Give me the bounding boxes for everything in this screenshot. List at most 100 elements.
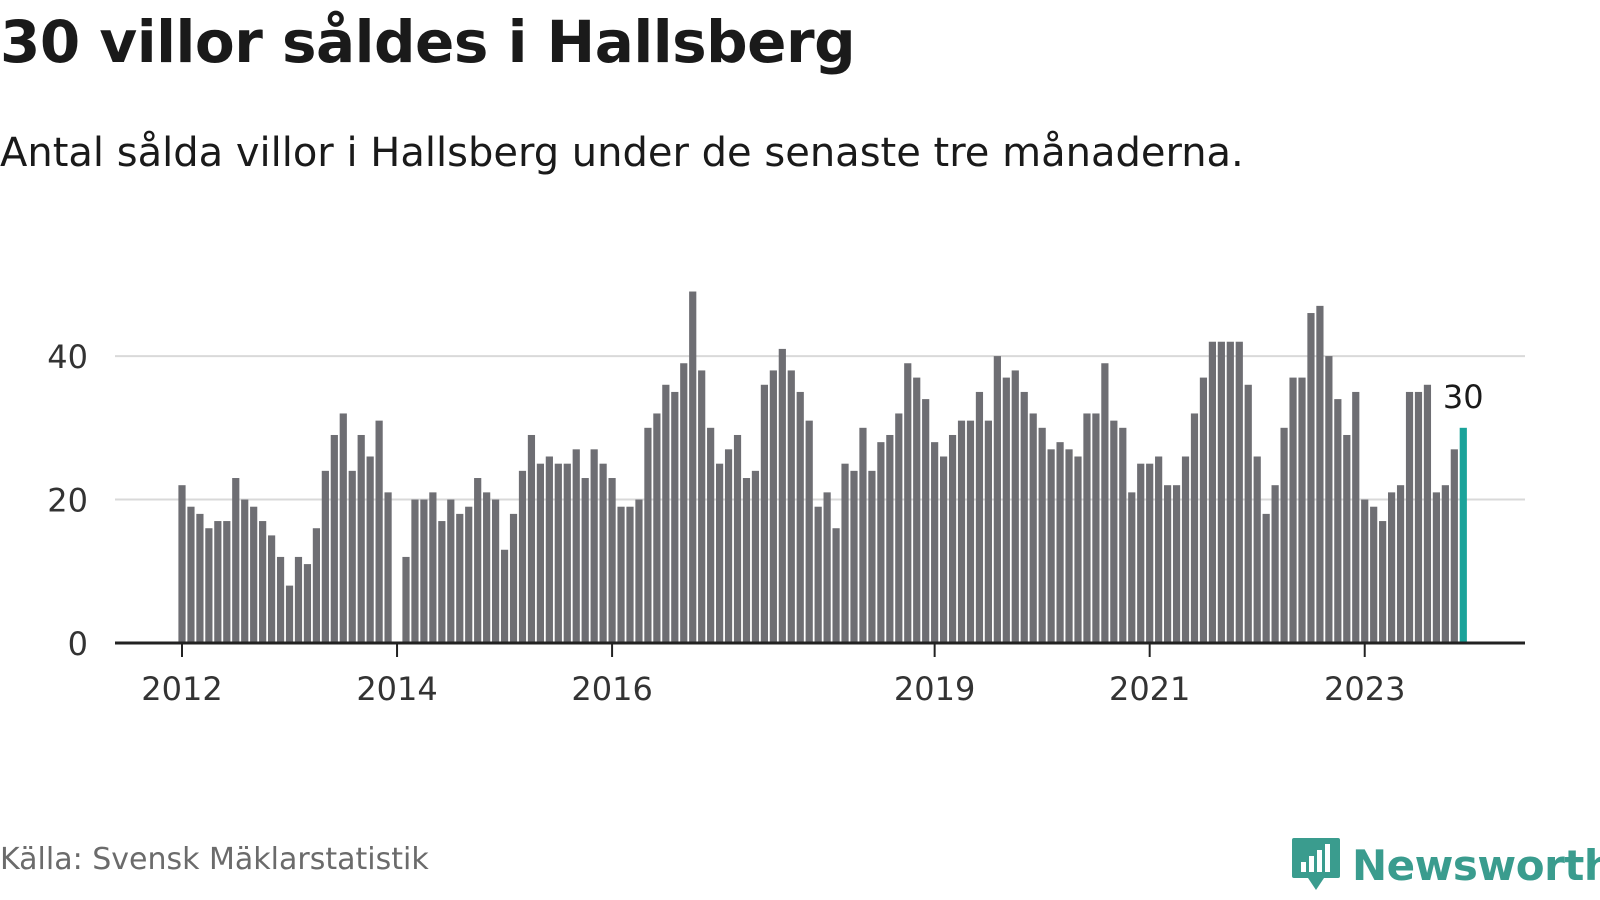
bar xyxy=(707,427,715,643)
bar xyxy=(1280,427,1288,643)
bar xyxy=(1316,305,1324,643)
bar xyxy=(276,556,285,643)
bar xyxy=(805,420,813,643)
bar xyxy=(268,535,276,643)
bar xyxy=(984,420,992,643)
x-tick-label: 2021 xyxy=(1109,670,1190,708)
bar xyxy=(1235,341,1243,643)
bar xyxy=(303,564,312,643)
bar xyxy=(214,521,222,643)
bar xyxy=(1011,370,1019,643)
bar xyxy=(500,549,509,643)
bar xyxy=(1110,420,1118,643)
bar xyxy=(1289,377,1297,643)
bar-chart-speech-bubble-icon xyxy=(1292,838,1340,890)
bar xyxy=(339,413,347,643)
bar xyxy=(1450,449,1458,643)
bar xyxy=(1056,442,1064,643)
bar xyxy=(1119,427,1127,643)
bar xyxy=(877,442,885,643)
bar xyxy=(1137,463,1145,643)
bar xyxy=(1388,492,1396,643)
bar xyxy=(312,528,320,643)
bar xyxy=(733,434,742,643)
bar xyxy=(492,499,500,643)
brand-name: Newsworthy xyxy=(1352,840,1600,890)
bar xyxy=(1414,391,1423,643)
bar xyxy=(671,391,679,643)
bar xyxy=(1370,506,1378,643)
bar xyxy=(178,485,186,643)
bar xyxy=(1074,456,1082,643)
bar xyxy=(1405,391,1414,643)
bar xyxy=(483,492,491,643)
bar xyxy=(948,434,957,643)
bar xyxy=(832,528,840,643)
bar xyxy=(1047,449,1055,643)
bar xyxy=(1396,485,1405,643)
bar xyxy=(1029,413,1037,643)
bar xyxy=(635,499,643,643)
bar xyxy=(1190,413,1199,643)
data-label: 30 xyxy=(1443,378,1484,416)
bar xyxy=(223,521,231,643)
bar xyxy=(913,377,921,643)
bar xyxy=(1020,391,1028,643)
bar xyxy=(859,427,867,643)
bar xyxy=(384,492,392,643)
bar xyxy=(769,370,777,643)
bar xyxy=(1146,463,1154,643)
bar xyxy=(940,456,948,643)
bar xyxy=(348,470,356,643)
bar xyxy=(868,470,876,643)
bar xyxy=(1002,377,1010,643)
bar xyxy=(509,513,518,643)
bar xyxy=(1208,341,1216,643)
bar xyxy=(1244,384,1252,643)
bar xyxy=(698,370,706,643)
bar xyxy=(966,420,975,643)
bar xyxy=(545,456,553,643)
bar xyxy=(1352,391,1360,643)
bar xyxy=(724,449,733,643)
bar xyxy=(742,478,751,643)
bar xyxy=(751,470,760,643)
bar xyxy=(904,363,912,643)
bar xyxy=(823,492,831,643)
bar xyxy=(1181,456,1190,643)
bar xyxy=(1423,384,1432,643)
bar xyxy=(581,478,589,643)
bar xyxy=(420,499,428,643)
bar xyxy=(1164,485,1172,643)
bar xyxy=(536,463,544,643)
bar xyxy=(294,556,303,643)
bar xyxy=(375,420,383,643)
bar xyxy=(250,506,258,643)
x-tick-label: 2023 xyxy=(1324,670,1405,708)
bar xyxy=(1253,456,1261,643)
bar xyxy=(1432,492,1440,643)
bar xyxy=(1271,485,1279,643)
bar xyxy=(1038,427,1046,643)
bar xyxy=(662,384,670,643)
bar xyxy=(689,291,697,643)
bar xyxy=(608,478,616,643)
bar xyxy=(599,463,607,643)
bar xyxy=(241,499,249,643)
bar xyxy=(957,420,966,643)
bar xyxy=(850,470,858,643)
bar xyxy=(814,506,822,643)
bar xyxy=(1379,521,1387,643)
bar xyxy=(617,506,625,643)
bar xyxy=(518,470,527,643)
bar xyxy=(554,463,562,643)
bar xyxy=(1083,413,1091,643)
bar xyxy=(456,513,464,643)
bar xyxy=(1262,513,1270,643)
bar xyxy=(1092,413,1100,643)
bar xyxy=(931,442,939,643)
bar xyxy=(922,399,930,643)
bar xyxy=(205,528,213,643)
bar xyxy=(572,449,580,643)
bar xyxy=(474,478,482,643)
